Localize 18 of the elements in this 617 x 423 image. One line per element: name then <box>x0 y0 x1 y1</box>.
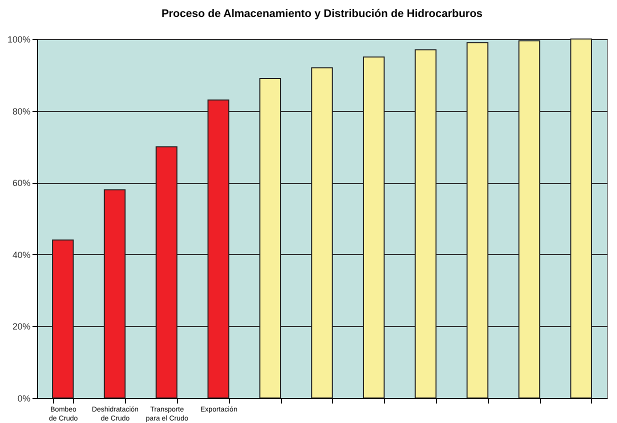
y-tick-label: 0% <box>17 394 30 404</box>
bar <box>208 100 230 398</box>
bar <box>518 40 540 398</box>
y-tick-label: 40% <box>12 250 30 260</box>
bar <box>156 146 178 398</box>
bar <box>52 240 74 398</box>
bar <box>311 67 333 398</box>
bar <box>259 78 282 398</box>
bar <box>414 49 436 398</box>
bar <box>104 189 126 398</box>
bar <box>570 38 592 398</box>
y-tick-label: 20% <box>12 322 30 332</box>
bar <box>362 56 385 398</box>
chart-title: Proceso de Almacenamiento y Distribución de Hidrocarburos <box>161 8 483 20</box>
bar <box>466 42 488 398</box>
y-tick-label: 80% <box>12 106 30 116</box>
y-tick-label: 60% <box>12 178 30 188</box>
y-tick-label: 100% <box>7 34 30 44</box>
